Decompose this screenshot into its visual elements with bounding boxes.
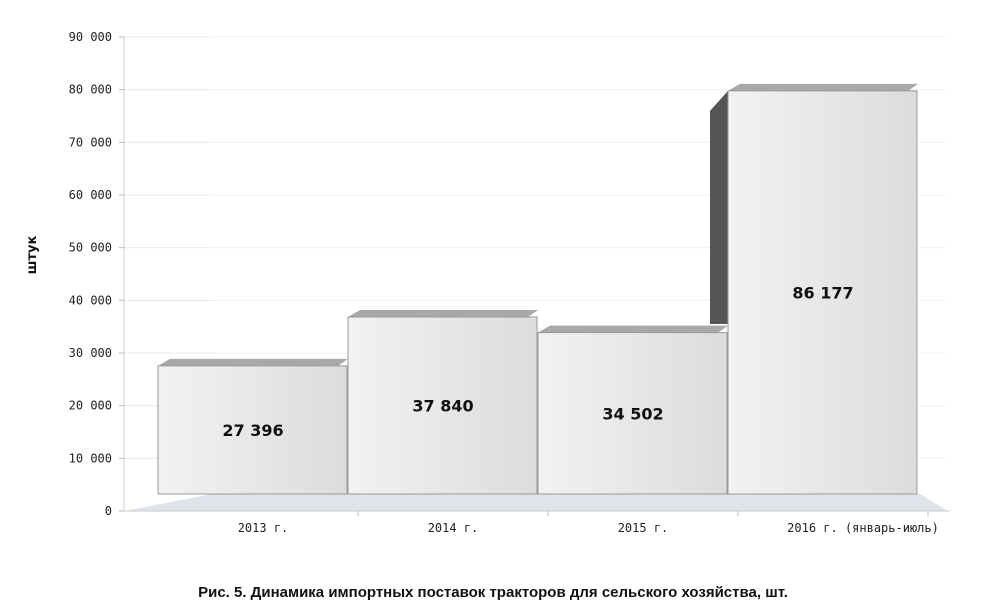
bar-top-face [728,83,918,91]
y-tick-label: 20 000 [69,399,112,413]
y-tick-label: 80 000 [69,83,112,97]
labels: 27 396 2013 г. 37 840 2014 г. 34 502 2015 г. 8… [222,283,938,535]
axes: 0 10 000 20 000 30 000 40 000 50 000 60 000 70 … [69,30,950,518]
y-tick-label: 50 000 [69,241,112,255]
bar-value-label: 86 177 [792,283,853,302]
x-tick-label: 2015 г. [618,521,669,535]
bar-front-face [157,365,348,495]
bar-value-label: 34 502 [602,404,663,423]
bar-front-face [347,316,538,495]
bar-front-face [727,90,918,495]
bars [157,83,918,495]
bar-front-face [537,332,728,495]
bar-top-face [538,325,728,333]
bar [157,358,348,495]
y-tick-label: 90 000 [69,30,112,44]
bar-value-label: 37 840 [412,396,473,415]
x-tick-label: 2014 г. [428,521,479,535]
bar [537,325,728,495]
figure-caption: Рис. 5. Динамика импортных поставок трак… [198,584,788,601]
bar-top-face [348,309,538,317]
bar-top-face [158,358,348,366]
bar [710,83,918,495]
x-tick-label: 2016 г. (январь-июль) [787,521,939,535]
y-tick-label: 70 000 [69,135,112,149]
y-tick-label: 40 000 [69,293,112,307]
bar-value-label: 27 396 [222,421,283,440]
y-tick-label: 60 000 [69,188,112,202]
floor-plane [124,494,948,511]
chart-floor [124,494,948,511]
y-tick-label: 10 000 [69,451,112,465]
y-axis-title: штук [25,236,40,275]
y-tick-label: 0 [105,504,112,518]
y-tick-label: 30 000 [69,346,112,360]
x-tick-label: 2013 г. [238,521,289,535]
bar [347,309,538,495]
bar-side-face [710,90,728,324]
